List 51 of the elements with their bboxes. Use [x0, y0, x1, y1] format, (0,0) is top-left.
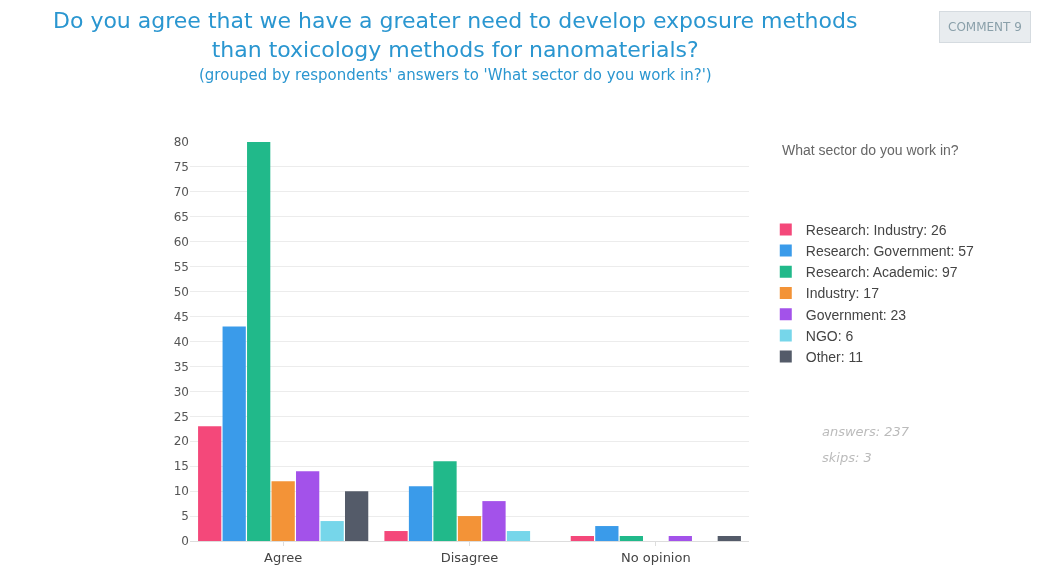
- bar: [619, 536, 643, 541]
- y-tick-label: 0: [181, 534, 189, 549]
- legend-label: Research: Government: 57: [805, 243, 975, 260]
- bar: [506, 531, 531, 541]
- chart-title: Do you agree that we have a greater need to develop exposure methods than toxicology methods for nanomaterials?: [53, 8, 858, 62]
- y-tick-label: 60: [173, 234, 189, 249]
- y-tick-label: 40: [173, 334, 189, 349]
- legend-label: Other: 11: [805, 349, 864, 366]
- legend-label: Research: Academic: 97: [805, 264, 958, 281]
- bar: [345, 491, 369, 541]
- bar: [433, 461, 457, 541]
- x-tick-label: Agree: [264, 549, 303, 565]
- y-tick-label: 30: [173, 384, 189, 399]
- bar: [717, 536, 741, 541]
- bar: [384, 531, 408, 541]
- legend-label: Research: Industry: 26: [805, 221, 947, 238]
- text: answers: 237: [822, 424, 910, 439]
- chart-subtitle: (grouped by respondents' answers to 'What sector do you work in?'): [199, 66, 712, 84]
- bar: [570, 536, 594, 541]
- legend-label: Industry: 17: [805, 285, 880, 302]
- bar: [408, 486, 433, 541]
- y-tick-label: 65: [173, 210, 189, 225]
- y-tick-label: 15: [173, 459, 189, 474]
- bar: [320, 521, 344, 541]
- y-tick-label: 80: [173, 135, 189, 150]
- bar: [457, 516, 482, 541]
- text: skips: 3: [822, 450, 872, 465]
- y-tick-label: 70: [173, 185, 189, 200]
- y-tick-label: 25: [173, 409, 189, 424]
- legend-label: Government: 23: [805, 306, 907, 323]
- x-tick-label: Disagree: [440, 549, 499, 565]
- bar: [247, 142, 271, 541]
- bar: [595, 526, 619, 541]
- y-tick-label: 50: [173, 284, 189, 299]
- text: COMMENT 9: [948, 20, 1022, 34]
- bar: [271, 481, 295, 541]
- y-tick-label: 35: [173, 359, 189, 374]
- y-tick-label: 20: [173, 434, 189, 449]
- bar: [296, 471, 320, 541]
- y-tick-label: 5: [181, 509, 189, 524]
- bar: [198, 426, 222, 541]
- bar: [668, 536, 692, 541]
- y-tick-label: 10: [173, 484, 189, 499]
- y-tick-label: 45: [173, 309, 189, 324]
- y-tick-label: 75: [173, 160, 189, 175]
- bar: [482, 501, 506, 541]
- legend-label: NGO: 6: [805, 327, 854, 344]
- y-tick-label: 55: [173, 259, 189, 274]
- bar: [222, 326, 246, 541]
- x-tick-label: No opinion: [620, 549, 691, 565]
- legend-title: What sector do you work in?: [782, 142, 959, 158]
